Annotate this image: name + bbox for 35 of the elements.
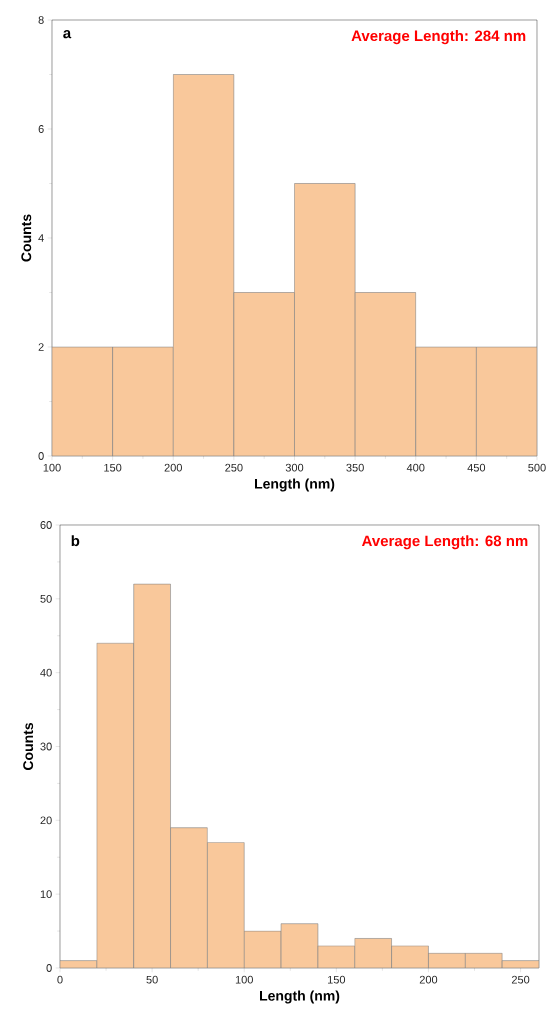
x-tick-label: 150 [104, 463, 122, 472]
x-tick-label: 100 [43, 463, 61, 472]
y-tick-label: 2 [38, 343, 44, 351]
y-tick-label: 0 [38, 452, 44, 460]
y-tick-label: 6 [38, 125, 44, 133]
x-tick-label: 350 [346, 463, 364, 472]
x-tick-label: 300 [285, 463, 304, 472]
y-tick-label: 4 [38, 234, 44, 242]
x-tick-label: 50 [146, 975, 158, 984]
x-axis-title: Length (nm) [255, 478, 335, 492]
x-tick-label: 500 [528, 463, 546, 472]
y-tick-label: 60 [40, 521, 52, 529]
x-tick-label: 250 [225, 463, 243, 472]
x-tick-label: 400 [406, 463, 425, 472]
y-tick-label: 0 [46, 964, 52, 972]
y-tick-label: 8 [38, 16, 44, 24]
y-tick-label: 30 [40, 742, 52, 751]
x-tick-label: 200 [419, 975, 438, 984]
x-tick-label: 250 [511, 975, 530, 984]
y-axis-title: Counts [21, 214, 32, 262]
y-tick-label: 10 [40, 890, 52, 899]
y-tick-label: 40 [40, 668, 52, 677]
x-axis-title: Length (nm) [260, 990, 340, 1004]
y-tick-label: 50 [40, 594, 52, 603]
annotation: Average Length: 284 nm [351, 30, 526, 45]
chart-title: a [63, 30, 72, 39]
x-tick-label: 0 [57, 975, 63, 984]
y-axis-title: Counts [23, 722, 34, 771]
y-tick-label: 20 [40, 816, 52, 825]
x-tick-label: 100 [235, 975, 253, 984]
x-tick-label: 450 [467, 463, 486, 472]
x-tick-label: 150 [328, 975, 346, 984]
annotation: Average Length: 68 nm [361, 535, 528, 550]
x-tick-label: 200 [164, 463, 182, 472]
text: b [71, 535, 80, 547]
